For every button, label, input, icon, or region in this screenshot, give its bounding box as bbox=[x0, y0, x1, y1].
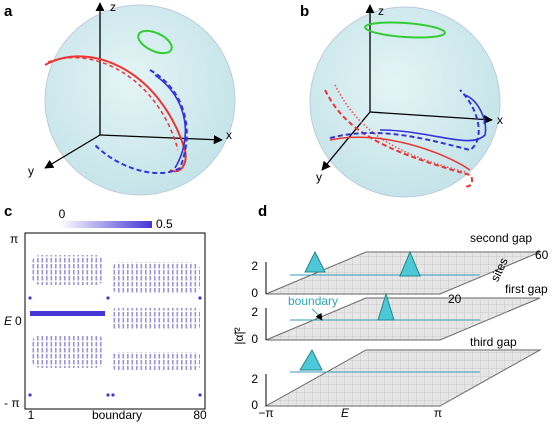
axis-label: x bbox=[226, 128, 232, 142]
y-tick-label: π bbox=[10, 232, 18, 246]
blue-trajectory bbox=[379, 94, 487, 142]
z-axis-title: |α̃|² bbox=[232, 327, 246, 344]
layer bbox=[265, 292, 541, 341]
axis-label: z bbox=[378, 4, 384, 18]
blue-trajectory bbox=[154, 74, 187, 169]
colorbar-label: 0 bbox=[59, 207, 66, 221]
edge-state bbox=[30, 311, 105, 316]
peak bbox=[304, 250, 326, 273]
layer-label: second gap bbox=[470, 231, 532, 245]
panel-c: c 0 0.5 π E 0 - π 1 boundary 80 bbox=[4, 203, 207, 422]
plane-grid bbox=[266, 298, 540, 340]
x-axis-title: E bbox=[341, 406, 350, 420]
boundary-label: boundary bbox=[288, 294, 338, 308]
edge-points bbox=[28, 296, 202, 397]
x-tick-label: 1 bbox=[28, 408, 35, 422]
z-tick-label: 2 bbox=[251, 305, 258, 319]
x-axis bbox=[99, 134, 223, 145]
layer-label: third gap bbox=[470, 335, 517, 349]
panel-label: c bbox=[4, 203, 12, 220]
red-trajectory bbox=[47, 56, 179, 151]
blue-trajectory bbox=[329, 89, 480, 152]
peak bbox=[399, 250, 421, 277]
y-axis bbox=[44, 134, 101, 169]
red-trajectory bbox=[334, 84, 466, 173]
band bbox=[112, 262, 200, 294]
band bbox=[112, 308, 200, 330]
z-tick-label: 2 bbox=[251, 372, 258, 386]
plane-grid bbox=[266, 350, 540, 406]
red-trajectory bbox=[44, 55, 187, 173]
colorbar bbox=[60, 221, 152, 228]
x-tick-label: π bbox=[434, 406, 442, 420]
panel-label: a bbox=[4, 3, 13, 20]
x-axis bbox=[369, 111, 493, 125]
band bbox=[32, 335, 104, 368]
peak bbox=[299, 348, 323, 371]
panel-b: b z x y bbox=[300, 3, 503, 198]
site-tick-label: 20 bbox=[448, 292, 462, 306]
red-trajectory bbox=[329, 136, 471, 171]
x-tick-label: 80 bbox=[193, 408, 207, 422]
y-axis-title: E bbox=[4, 314, 13, 328]
axis-label: y bbox=[316, 170, 322, 184]
band bbox=[32, 255, 104, 285]
z-tick-label: 0 bbox=[251, 332, 258, 346]
red-trajectory bbox=[324, 89, 474, 188]
x-axis-title: boundary bbox=[92, 408, 142, 422]
y-axis bbox=[321, 111, 371, 171]
layer bbox=[265, 250, 541, 295]
site-tick-label: 60 bbox=[535, 248, 549, 262]
green-trajectory bbox=[364, 21, 446, 39]
peak bbox=[377, 292, 395, 321]
colorbar-label: 0.5 bbox=[156, 217, 173, 231]
panel-d: d 2 0 2 0 2 0 |α̃|² second gap first gap… bbox=[232, 203, 549, 420]
axis-label: z bbox=[110, 0, 116, 14]
z-tick-label: 2 bbox=[251, 259, 258, 273]
panel-a: a z x y bbox=[4, 0, 236, 196]
layer bbox=[264, 348, 542, 407]
panel-label: b bbox=[300, 3, 309, 20]
bloch-sphere bbox=[44, 4, 236, 196]
axis-label: y bbox=[28, 164, 34, 178]
x-tick-label: −π bbox=[258, 406, 273, 420]
z-tick-label: 0 bbox=[251, 398, 258, 412]
layer-label: first gap bbox=[505, 282, 548, 296]
axis-label: x bbox=[497, 113, 503, 127]
y-tick-label: 0 bbox=[15, 314, 22, 328]
blue-trajectory bbox=[94, 69, 188, 175]
y-tick-label: - π bbox=[4, 396, 20, 410]
green-trajectory bbox=[137, 29, 173, 55]
boundary-arrow bbox=[311, 308, 323, 321]
z-tick-label: 0 bbox=[251, 286, 258, 300]
bloch-sphere bbox=[309, 6, 501, 198]
panel-label: d bbox=[258, 203, 267, 220]
band bbox=[112, 352, 200, 370]
